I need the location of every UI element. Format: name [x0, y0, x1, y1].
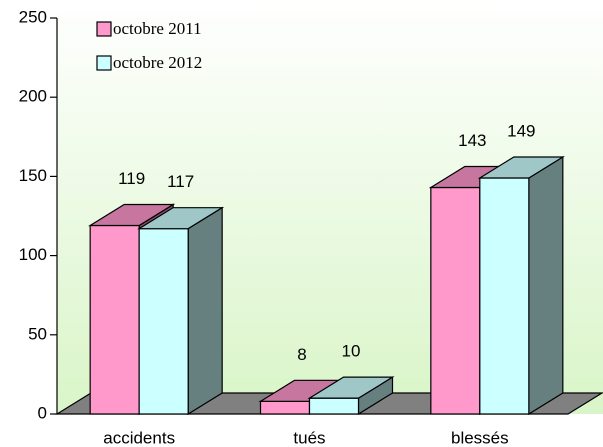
x-tick-label: tués — [293, 428, 325, 447]
legend-label: octobre 2012 — [113, 53, 202, 72]
data-label: 119 — [118, 169, 145, 188]
data-label: 143 — [458, 131, 486, 150]
x-tick-label: accidents — [103, 428, 175, 447]
bar — [259, 400, 311, 415]
y-tick-label: 0 — [38, 403, 47, 422]
y-tick-label: 250 — [19, 7, 47, 26]
legend-swatch — [96, 21, 112, 37]
legend-label: octobre 2011 — [113, 19, 202, 38]
y-tick-label: 150 — [19, 166, 47, 185]
bar-side — [187, 206, 223, 416]
bar-top — [88, 203, 176, 227]
bar-top — [307, 376, 395, 399]
bar-side — [528, 155, 564, 416]
legend-swatch — [96, 55, 112, 71]
bar — [138, 228, 189, 415]
y-tick-label: 200 — [19, 87, 47, 106]
data-label: 10 — [342, 342, 361, 361]
y-tick-label: 50 — [28, 324, 47, 343]
bar-top — [477, 156, 565, 179]
data-label: 8 — [297, 345, 306, 364]
bar — [430, 186, 481, 415]
bar — [479, 177, 530, 415]
bar-top — [137, 207, 225, 230]
bar — [89, 224, 140, 415]
y-tick-label: 100 — [19, 245, 47, 264]
bar — [308, 397, 360, 415]
data-label: 117 — [167, 172, 194, 191]
x-tick-label: blessés — [451, 428, 509, 447]
data-label: 149 — [507, 121, 535, 140]
